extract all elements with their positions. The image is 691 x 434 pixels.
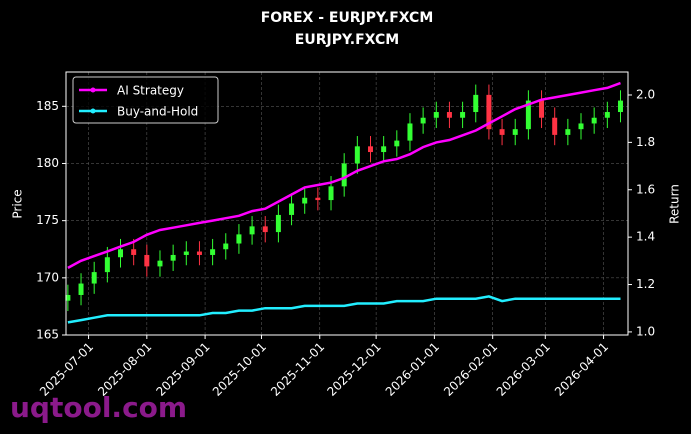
y-tick-label: 180 [36,156,59,170]
candle-body [499,129,505,135]
y2-axis-label: Return [668,184,682,224]
candle-body [407,123,413,141]
candle-body [196,251,202,255]
watermark: uqtool.com [10,391,187,424]
series-line [67,81,621,269]
y2-tick-label: 1.8 [636,135,655,149]
candle-body [604,112,610,118]
chart-title: FOREX - EURJPY.FXCM [261,10,434,26]
y2-tick-label: 2.0 [636,87,655,101]
candle-body [315,197,321,201]
plot-frame [65,71,629,336]
candle-body [381,146,387,153]
series-line [67,295,621,324]
candle-body [394,140,400,147]
candle-body [328,186,334,201]
candle-body [486,94,492,130]
candle-body [236,234,242,244]
y2-tick-label: 1.0 [636,324,655,338]
candle-body [183,251,189,255]
candle-body [341,163,347,187]
y-tick-label: 175 [36,213,59,227]
chart-subtitle: EURJPY.FXCM [295,32,399,48]
legend-box [72,76,219,124]
y-tick-label: 165 [36,328,59,342]
candle-body [223,243,229,250]
candle-body [65,294,71,301]
candle-body [289,203,295,215]
y-tick-label: 170 [36,270,59,284]
y-tick-label: 185 [36,99,59,113]
candle-body [78,283,84,295]
candle-body [420,117,426,124]
candle-body [591,117,597,124]
y-axis-label: Price [11,189,25,218]
candle-body [210,249,216,255]
candle-body [157,260,163,267]
legend-marker [90,87,96,93]
candle-body [565,129,571,135]
candle-body [131,249,137,255]
candle-body [512,129,518,135]
candle-body [118,249,124,258]
candle-body [446,112,452,118]
legend-label: Buy-and-Hold [117,105,198,119]
candle-body [539,100,545,118]
candle-body [433,112,439,118]
y2-tick-label: 1.6 [636,182,655,196]
candle-body [460,112,466,118]
candle-body [104,257,110,273]
y2-tick-label: 1.2 [636,277,655,291]
legend-marker [90,108,96,114]
candle-body [275,214,281,233]
candle-body [578,123,584,130]
y2-tick-label: 1.4 [636,230,655,244]
legend-label: AI Strategy [117,84,184,98]
candle-body [144,254,150,267]
candle-body [354,146,360,164]
candle-body [617,100,623,113]
candle-body [367,146,373,153]
candle-body [525,100,531,130]
candle-body [249,226,255,235]
candle-body [302,197,308,204]
candle-body [170,254,176,261]
candle-body [262,226,268,233]
candle-body [552,117,558,135]
candle-body [473,94,479,113]
candle-body [91,272,97,284]
